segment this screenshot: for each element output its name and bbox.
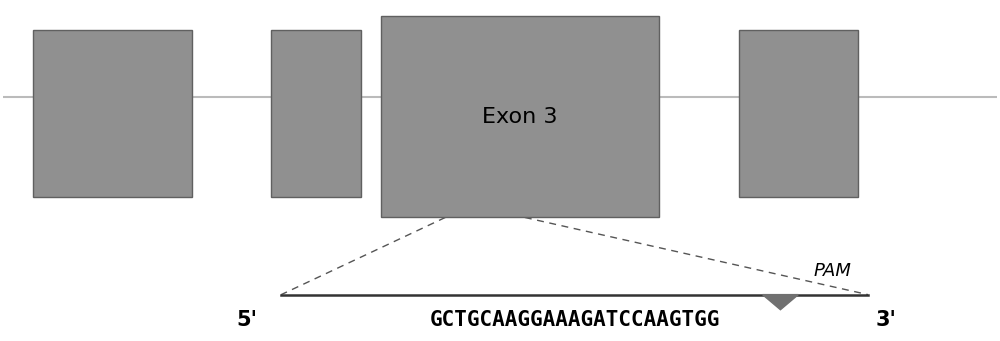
Bar — [271, 30, 361, 197]
Text: PAM: PAM — [813, 262, 851, 280]
Bar — [739, 30, 858, 197]
Bar — [381, 16, 659, 218]
Text: GCTGCAAGGAAAGATCCAAGTGG: GCTGCAAGGAAAGATCCAAGTGG — [429, 310, 720, 330]
Bar — [33, 30, 192, 197]
Text: 5': 5' — [236, 310, 257, 330]
Polygon shape — [763, 295, 798, 310]
Text: 3': 3' — [875, 310, 896, 330]
Text: Exon 3: Exon 3 — [482, 107, 558, 127]
